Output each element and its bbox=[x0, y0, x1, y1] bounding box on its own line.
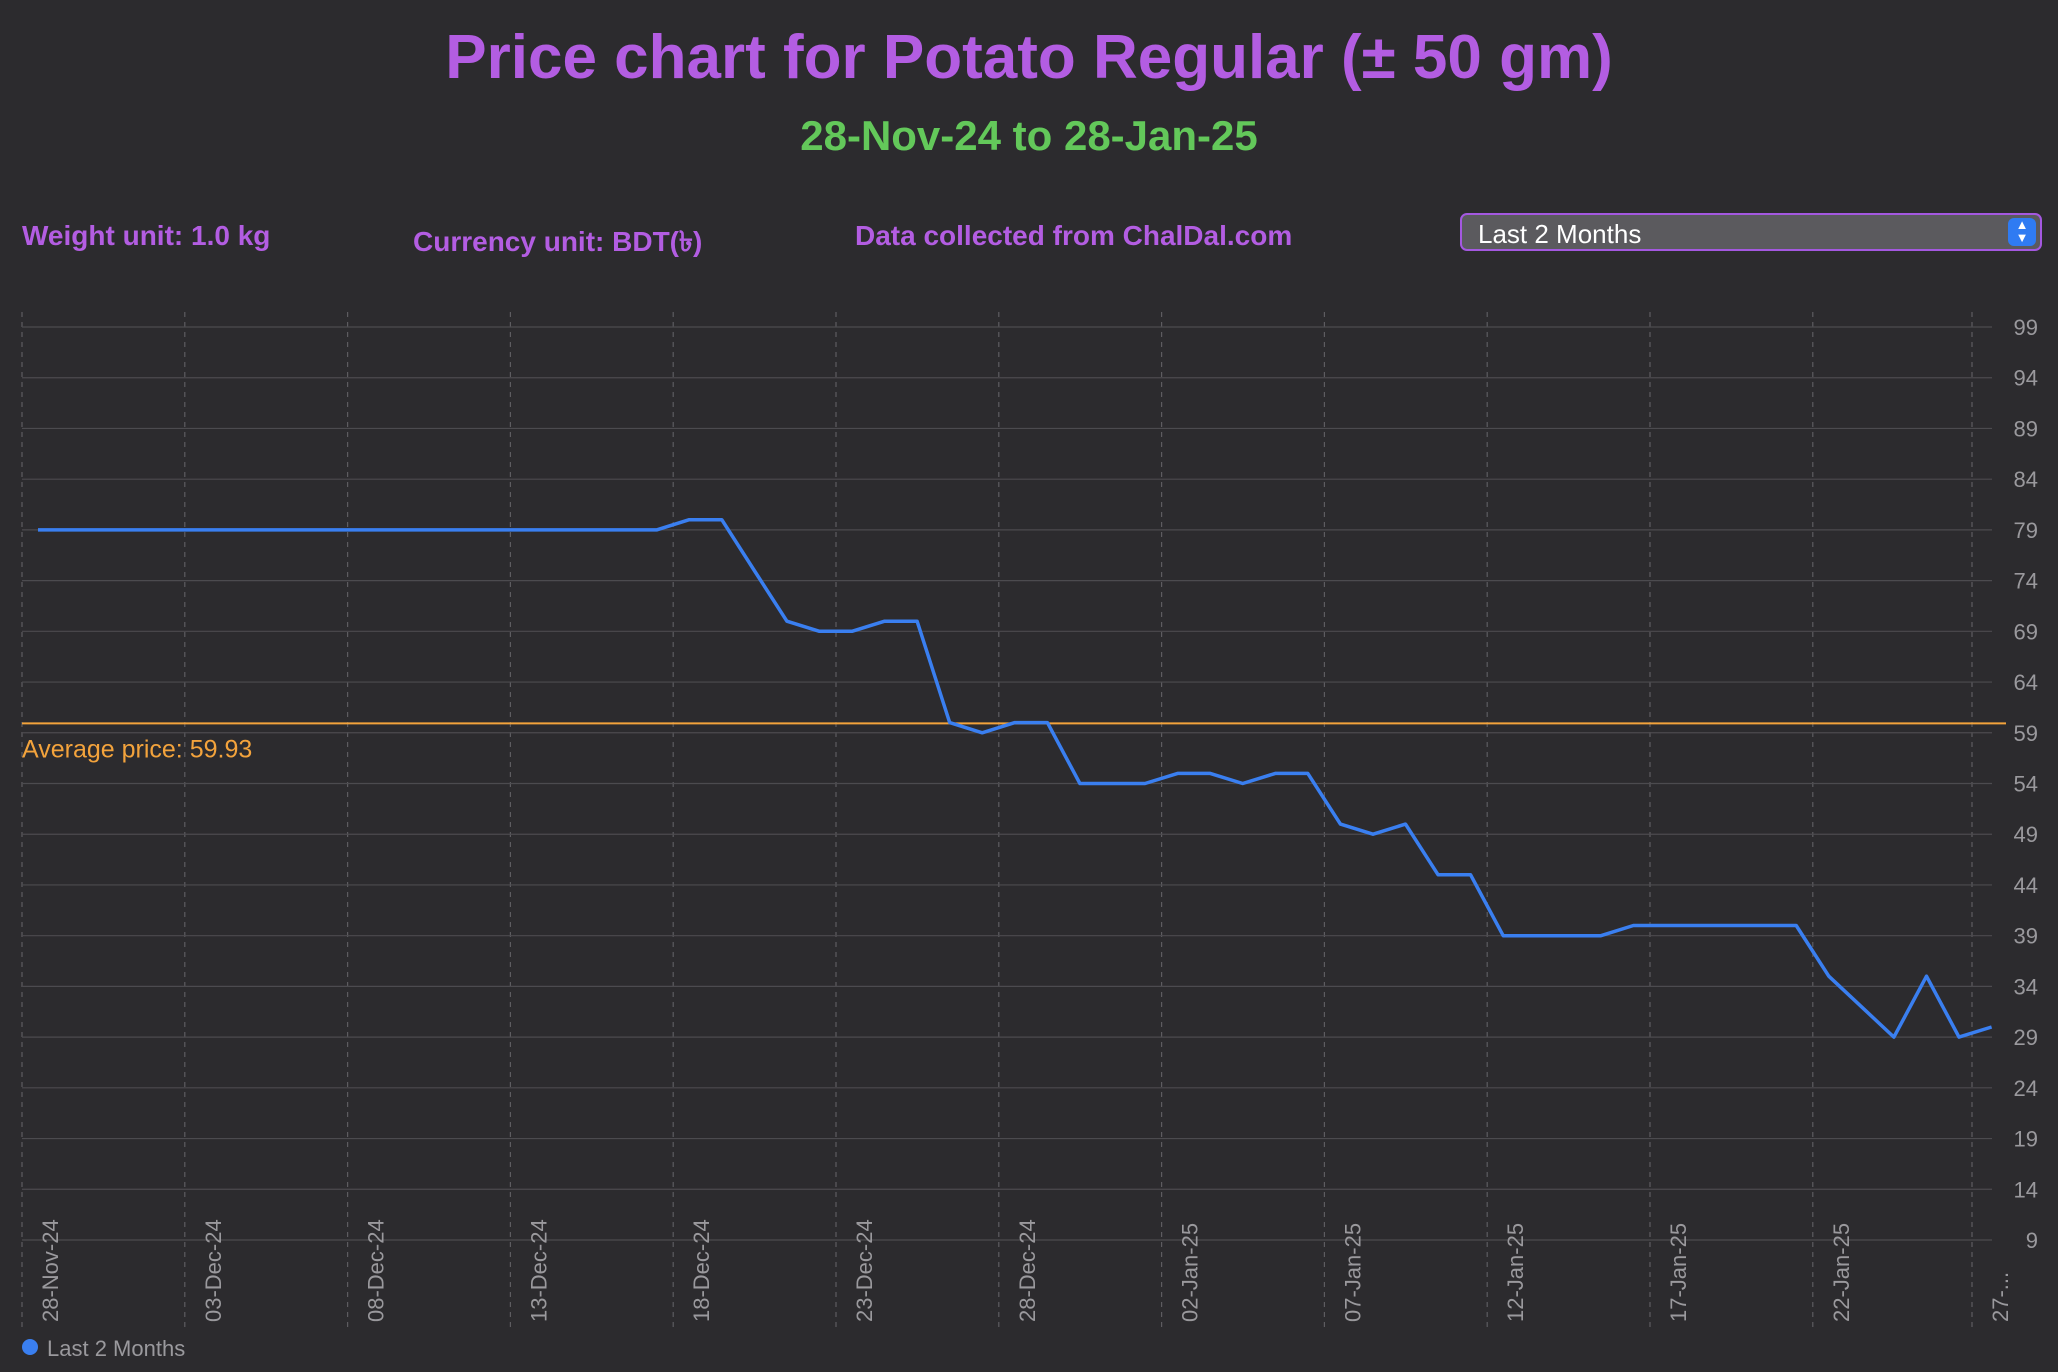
x-tick-label: 18-Dec-24 bbox=[689, 1219, 714, 1322]
legend-label: Last 2 Months bbox=[47, 1336, 185, 1361]
y-tick-label: 59 bbox=[2014, 721, 2038, 746]
y-tick-label: 44 bbox=[2014, 873, 2038, 898]
average-price-label: Average price: 59.93 bbox=[22, 735, 252, 763]
y-tick-label: 74 bbox=[2014, 569, 2038, 594]
data-source-label: Data collected from ChalDal.com bbox=[855, 220, 1293, 251]
up-down-chevron-icon: ▲ ▼ bbox=[2008, 218, 2036, 246]
y-tick-label: 34 bbox=[2014, 974, 2038, 999]
y-tick-label: 84 bbox=[2014, 467, 2038, 492]
vertical-gridlines bbox=[21, 312, 1973, 1330]
x-tick-label: 17-Jan-25 bbox=[1666, 1223, 1691, 1322]
date-range-subtitle: 28-Nov-24 to 28-Jan-25 bbox=[800, 112, 1258, 159]
y-axis-tick-labels: 99 94 89 84 79 74 69 64 59 54 49 44 39 34 29 24 19 14 9 bbox=[2014, 315, 2038, 1253]
x-tick-label: 23-Dec-24 bbox=[852, 1219, 877, 1322]
y-tick-label: 24 bbox=[2014, 1076, 2038, 1101]
x-tick-label: 13-Dec-24 bbox=[526, 1219, 551, 1322]
currency-unit-label: Currency unit: BDT(৳) bbox=[413, 226, 703, 257]
weight-unit-label: Weight unit: 1.0 kg bbox=[22, 220, 271, 251]
y-tick-label: 94 bbox=[2014, 366, 2038, 391]
x-tick-label: 28-Dec-24 bbox=[1015, 1219, 1040, 1322]
y-tick-label: 39 bbox=[2014, 924, 2038, 949]
x-tick-label: 03-Dec-24 bbox=[201, 1219, 226, 1322]
y-tick-label: 54 bbox=[2014, 772, 2038, 797]
range-select[interactable]: Last 2 Months ▲ ▼ bbox=[1460, 213, 2042, 251]
average-price-group: Average price: 59.93 bbox=[22, 722, 2006, 763]
x-tick-label: 08-Dec-24 bbox=[364, 1219, 389, 1322]
legend-marker bbox=[22, 1339, 38, 1355]
series-line-last-2-months bbox=[38, 517, 1993, 1039]
x-axis-tick-labels: 28-Nov-24 03-Dec-24 08-Dec-24 13-Dec-24 18-D… bbox=[38, 1219, 2013, 1322]
y-tick-label: 89 bbox=[2014, 416, 2038, 441]
x-tick-label: 27-... bbox=[1988, 1272, 2013, 1322]
horizontal-gridlines bbox=[22, 326, 1992, 1241]
y-tick-label: 14 bbox=[2014, 1177, 2038, 1202]
y-tick-label: 19 bbox=[2014, 1127, 2038, 1152]
y-tick-label: 79 bbox=[2014, 518, 2038, 543]
x-tick-label: 02-Jan-25 bbox=[1178, 1223, 1203, 1322]
x-tick-label: 22-Jan-25 bbox=[1829, 1223, 1854, 1322]
y-tick-label: 64 bbox=[2014, 670, 2038, 695]
y-tick-label: 69 bbox=[2014, 619, 2038, 644]
y-tick-label: 29 bbox=[2014, 1025, 2038, 1050]
y-tick-label: 99 bbox=[2014, 315, 2038, 340]
range-select-value: Last 2 Months bbox=[1478, 219, 1642, 249]
x-tick-label: 07-Jan-25 bbox=[1340, 1223, 1365, 1322]
x-tick-label: 28-Nov-24 bbox=[38, 1219, 63, 1322]
legend: Last 2 Months bbox=[22, 1336, 185, 1361]
chart-title: Price chart for Potato Regular (± 50 gm) bbox=[445, 23, 1613, 92]
y-tick-label: 49 bbox=[2014, 822, 2038, 847]
y-tick-label: 9 bbox=[2026, 1228, 2038, 1253]
x-tick-label: 12-Jan-25 bbox=[1503, 1223, 1528, 1322]
